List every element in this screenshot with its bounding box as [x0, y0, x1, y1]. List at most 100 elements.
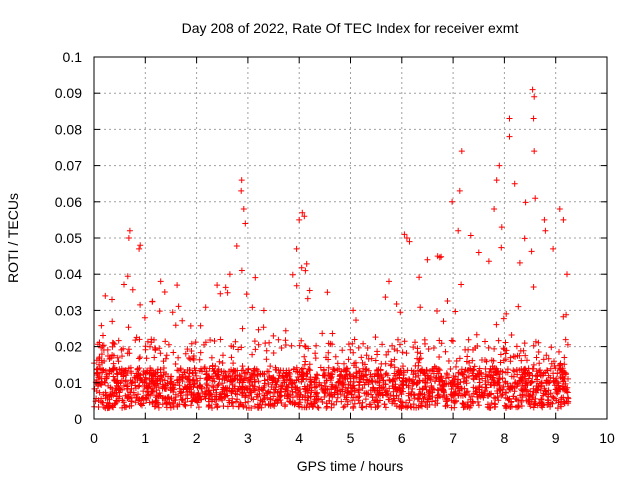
data-point [157, 366, 164, 373]
data-point [526, 398, 533, 405]
data-point [499, 391, 506, 398]
data-point [225, 397, 232, 404]
data-point [294, 374, 301, 380]
data-point [291, 366, 297, 373]
data-point [504, 395, 511, 402]
data-point [515, 397, 522, 404]
data-point [284, 387, 291, 394]
data-point [141, 314, 148, 321]
data-point [217, 336, 224, 343]
data-point [118, 378, 125, 384]
data-point [249, 382, 256, 389]
data-point [239, 390, 246, 397]
data-point [475, 249, 482, 256]
data-point [422, 372, 429, 378]
data-point [494, 388, 501, 394]
data-point [422, 379, 429, 386]
data-point [414, 355, 421, 362]
data-point [405, 392, 412, 399]
data-point [209, 383, 216, 390]
data-point [368, 355, 375, 362]
data-point [110, 360, 117, 367]
data-point [497, 375, 503, 382]
data-point [317, 364, 324, 371]
data-point [115, 337, 122, 344]
data-point [197, 322, 204, 329]
data-point [232, 338, 239, 345]
data-point [383, 351, 390, 358]
data-point [417, 368, 424, 375]
data-point [433, 365, 440, 371]
data-point [470, 366, 477, 373]
data-point [529, 392, 536, 398]
data-point [208, 354, 215, 361]
data-point [179, 317, 186, 324]
data-point [445, 358, 452, 364]
data-point [238, 187, 245, 194]
data-point [519, 382, 526, 389]
data-point [235, 346, 242, 353]
data-point [105, 353, 111, 359]
data-point [312, 350, 319, 357]
data-point [421, 391, 428, 398]
data-point [414, 396, 421, 403]
data-point [238, 344, 245, 351]
data-point [476, 379, 483, 386]
data-point [483, 358, 490, 365]
data-point [275, 336, 282, 343]
data-point [392, 372, 399, 379]
data-point [537, 367, 544, 374]
data-point [547, 390, 554, 397]
data-point [364, 390, 370, 397]
data-point [401, 338, 408, 345]
data-point [393, 301, 400, 307]
data-point [282, 342, 289, 348]
data-point [260, 324, 267, 331]
data-point [121, 281, 127, 288]
data-point [186, 355, 192, 361]
axis-ticks [93, 56, 608, 420]
data-point [197, 375, 204, 382]
data-point [117, 386, 124, 393]
data-point [304, 295, 311, 302]
data-point [264, 394, 271, 401]
data-point [121, 404, 128, 411]
data-point [464, 401, 471, 408]
data-point [137, 372, 144, 379]
data-point [551, 358, 557, 365]
data-point [560, 216, 567, 223]
data-point [465, 367, 472, 373]
data-point [470, 384, 477, 391]
data-point [535, 349, 542, 355]
x-tick-label: 5 [347, 430, 355, 446]
data-point [187, 322, 194, 329]
data-point [517, 374, 524, 381]
data-point [217, 290, 224, 297]
data-point [286, 371, 293, 377]
data-point [518, 399, 525, 405]
data-point [344, 389, 351, 396]
data-point [371, 399, 378, 406]
data-point [119, 397, 126, 404]
data-point [109, 318, 116, 325]
data-point [292, 400, 299, 407]
data-point [218, 368, 225, 375]
x-tick-label: 8 [501, 430, 509, 446]
data-point [479, 375, 486, 382]
data-point [132, 399, 139, 406]
data-point [495, 397, 502, 404]
data-point [265, 368, 272, 375]
data-point [213, 401, 219, 408]
y-tick-label: 0 [74, 411, 82, 427]
data-point [552, 395, 558, 402]
data-point [315, 395, 321, 402]
data-point [456, 355, 463, 362]
data-point [213, 396, 220, 403]
data-point [312, 379, 319, 386]
data-point [355, 344, 362, 351]
data-point [302, 396, 308, 403]
data-point [565, 395, 572, 402]
data-point [538, 382, 545, 389]
data-point [311, 400, 318, 407]
data-point [328, 404, 335, 411]
